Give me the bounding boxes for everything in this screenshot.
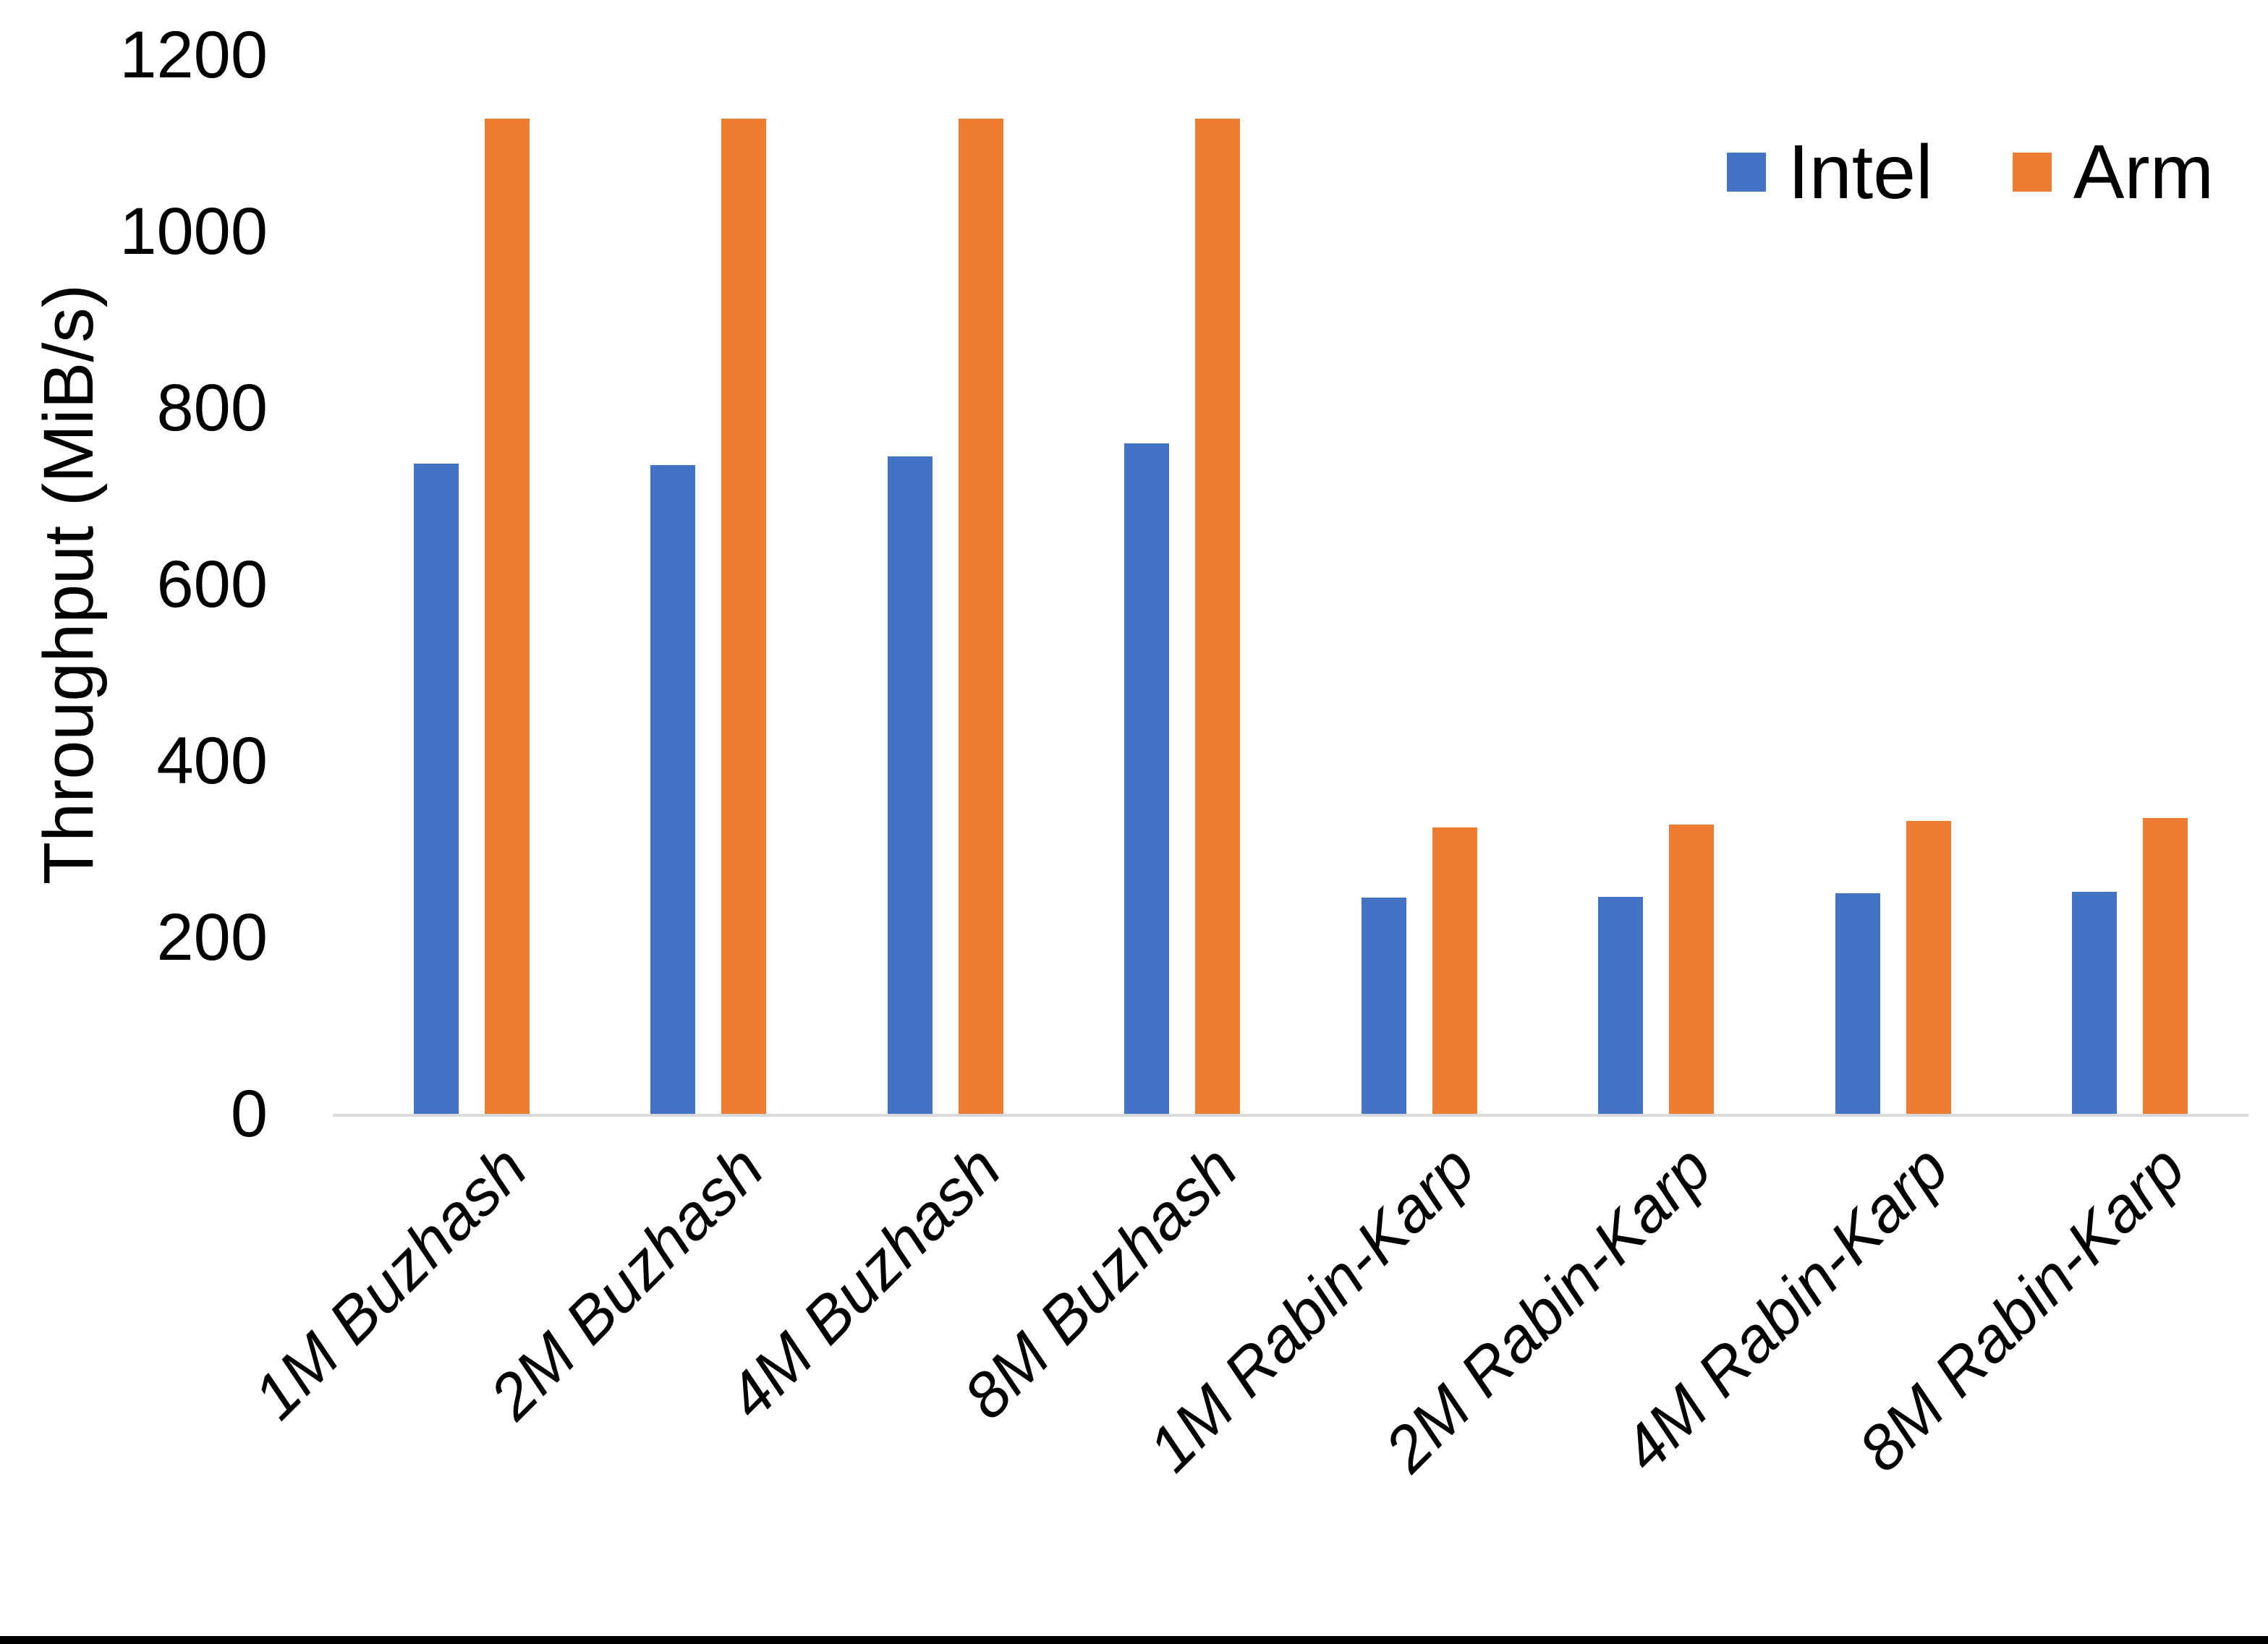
x-axis-line <box>333 1114 2248 1117</box>
y-tick-label: 600 <box>156 548 268 621</box>
bar-intel-4m-rabin-karp <box>1835 893 1880 1114</box>
y-tick-label: 400 <box>156 724 268 798</box>
bar-arm-4m-buzhash <box>958 118 1003 1114</box>
bar-arm-1m-rabin-karp <box>1432 827 1477 1114</box>
y-tick-label: 0 <box>230 1077 268 1151</box>
legend-label-arm: Arm <box>2073 129 2214 215</box>
bar-intel-1m-buzhash <box>413 463 459 1114</box>
y-tick-label: 1200 <box>119 18 268 92</box>
bar-arm-2m-rabin-karp <box>1669 824 1715 1114</box>
bar-intel-4m-buzhash <box>887 456 933 1114</box>
bar-arm-4m-rabin-karp <box>1906 820 1951 1114</box>
bottom-border <box>0 1636 2268 1644</box>
bar-arm-1m-buzhash <box>484 118 530 1114</box>
bar-intel-8m-buzhash <box>1124 443 1170 1114</box>
bar-intel-2m-buzhash <box>650 465 696 1114</box>
bar-intel-2m-rabin-karp <box>1598 896 1644 1114</box>
y-tick-label: 800 <box>156 371 268 445</box>
legend: Intel Arm <box>1727 134 2214 210</box>
legend-item-intel: Intel <box>1727 129 1933 215</box>
legend-label-intel: Intel <box>1788 129 1933 215</box>
bar-intel-1m-rabin-karp <box>1361 898 1406 1114</box>
bar-arm-2m-buzhash <box>721 118 767 1114</box>
legend-item-arm: Arm <box>2012 129 2214 215</box>
y-tick-label: 1000 <box>119 195 268 268</box>
bar-arm-8m-buzhash <box>1195 118 1241 1114</box>
bar-arm-8m-rabin-karp <box>2143 818 2188 1114</box>
bar-intel-8m-rabin-karp <box>2072 891 2118 1114</box>
intel-swatch-icon <box>1727 153 1767 192</box>
arm-swatch-icon <box>2012 153 2052 192</box>
y-tick-label: 200 <box>156 900 268 974</box>
